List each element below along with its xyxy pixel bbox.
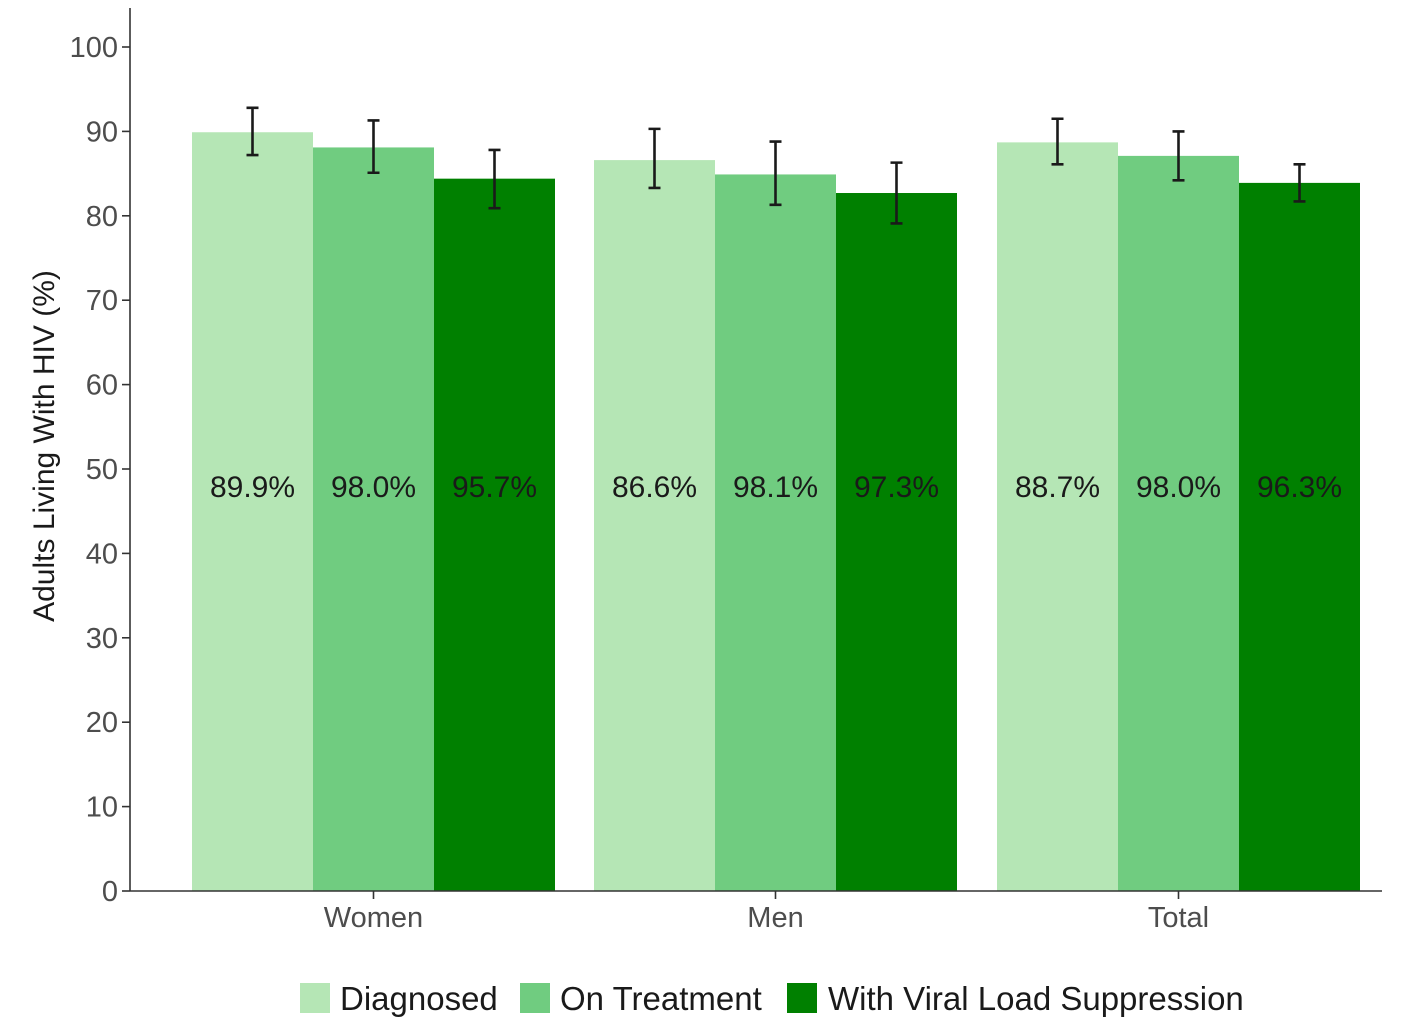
x-axis: Women Men Total <box>324 891 1209 934</box>
y-tick-label: 10 <box>86 792 118 824</box>
y-axis-title: Adults Living With HIV (%) <box>28 270 61 622</box>
y-tick-label: 30 <box>86 623 118 655</box>
bar <box>1239 182 1360 891</box>
legend-key <box>520 983 550 1013</box>
legend-key <box>300 983 330 1013</box>
legend-key <box>787 983 817 1013</box>
error-bar <box>246 106 259 157</box>
y-tick-label: 40 <box>86 538 118 570</box>
y-tick-label: 100 <box>70 32 118 64</box>
legend-label: Diagnosed <box>340 980 498 1017</box>
x-tick-label: Women <box>324 902 423 934</box>
bar <box>594 160 715 891</box>
bars <box>192 132 1360 892</box>
bar <box>313 147 434 891</box>
legend-label: With Viral Load Suppression <box>828 980 1244 1017</box>
bar-value-labels: 89.9% 98.0% 95.7% 86.6% 98.1% 97.3% 88.7% 98.0%… <box>210 471 1342 504</box>
y-tick-label: 90 <box>86 116 118 148</box>
error-bar <box>488 148 501 210</box>
bar <box>836 193 957 892</box>
error-bars <box>246 106 1306 225</box>
y-tick-label: 60 <box>86 370 118 402</box>
bar-value-label: 95.7% <box>452 471 537 504</box>
y-tick-label: 70 <box>86 285 118 317</box>
error-bar <box>367 119 380 175</box>
bar <box>715 174 836 892</box>
error-bar <box>769 140 782 207</box>
y-tick-label: 50 <box>86 454 118 486</box>
y-tick-label: 20 <box>86 707 118 739</box>
legend-label: On Treatment <box>560 980 762 1017</box>
bar-value-label: 86.6% <box>612 471 697 504</box>
error-bar <box>1293 163 1306 203</box>
bar-value-label: 98.1% <box>733 471 818 504</box>
bar-value-label: 89.9% <box>210 471 295 504</box>
error-bar <box>1172 130 1185 182</box>
y-axis: 0 10 20 30 40 50 60 70 80 90 100 <box>70 32 130 908</box>
error-bar <box>648 127 661 190</box>
bar-value-label: 88.7% <box>1015 471 1100 504</box>
legend: Diagnosed On Treatment With Viral Load Sup… <box>300 980 1244 1017</box>
bar <box>1118 155 1239 892</box>
error-bar <box>890 161 903 225</box>
axes <box>129 8 1382 892</box>
bar <box>434 178 555 891</box>
bar-value-label: 98.0% <box>1136 471 1221 504</box>
x-tick-label: Total <box>1148 902 1209 934</box>
bar-value-label: 97.3% <box>854 471 939 504</box>
y-tick-label: 0 <box>102 876 118 908</box>
bar <box>192 132 313 891</box>
x-tick-label: Men <box>747 902 803 934</box>
bar-value-label: 96.3% <box>1257 471 1342 504</box>
bar-value-label: 98.0% <box>331 471 416 504</box>
y-tick-label: 80 <box>86 201 118 233</box>
bar <box>997 142 1118 891</box>
error-bar <box>1051 117 1064 166</box>
